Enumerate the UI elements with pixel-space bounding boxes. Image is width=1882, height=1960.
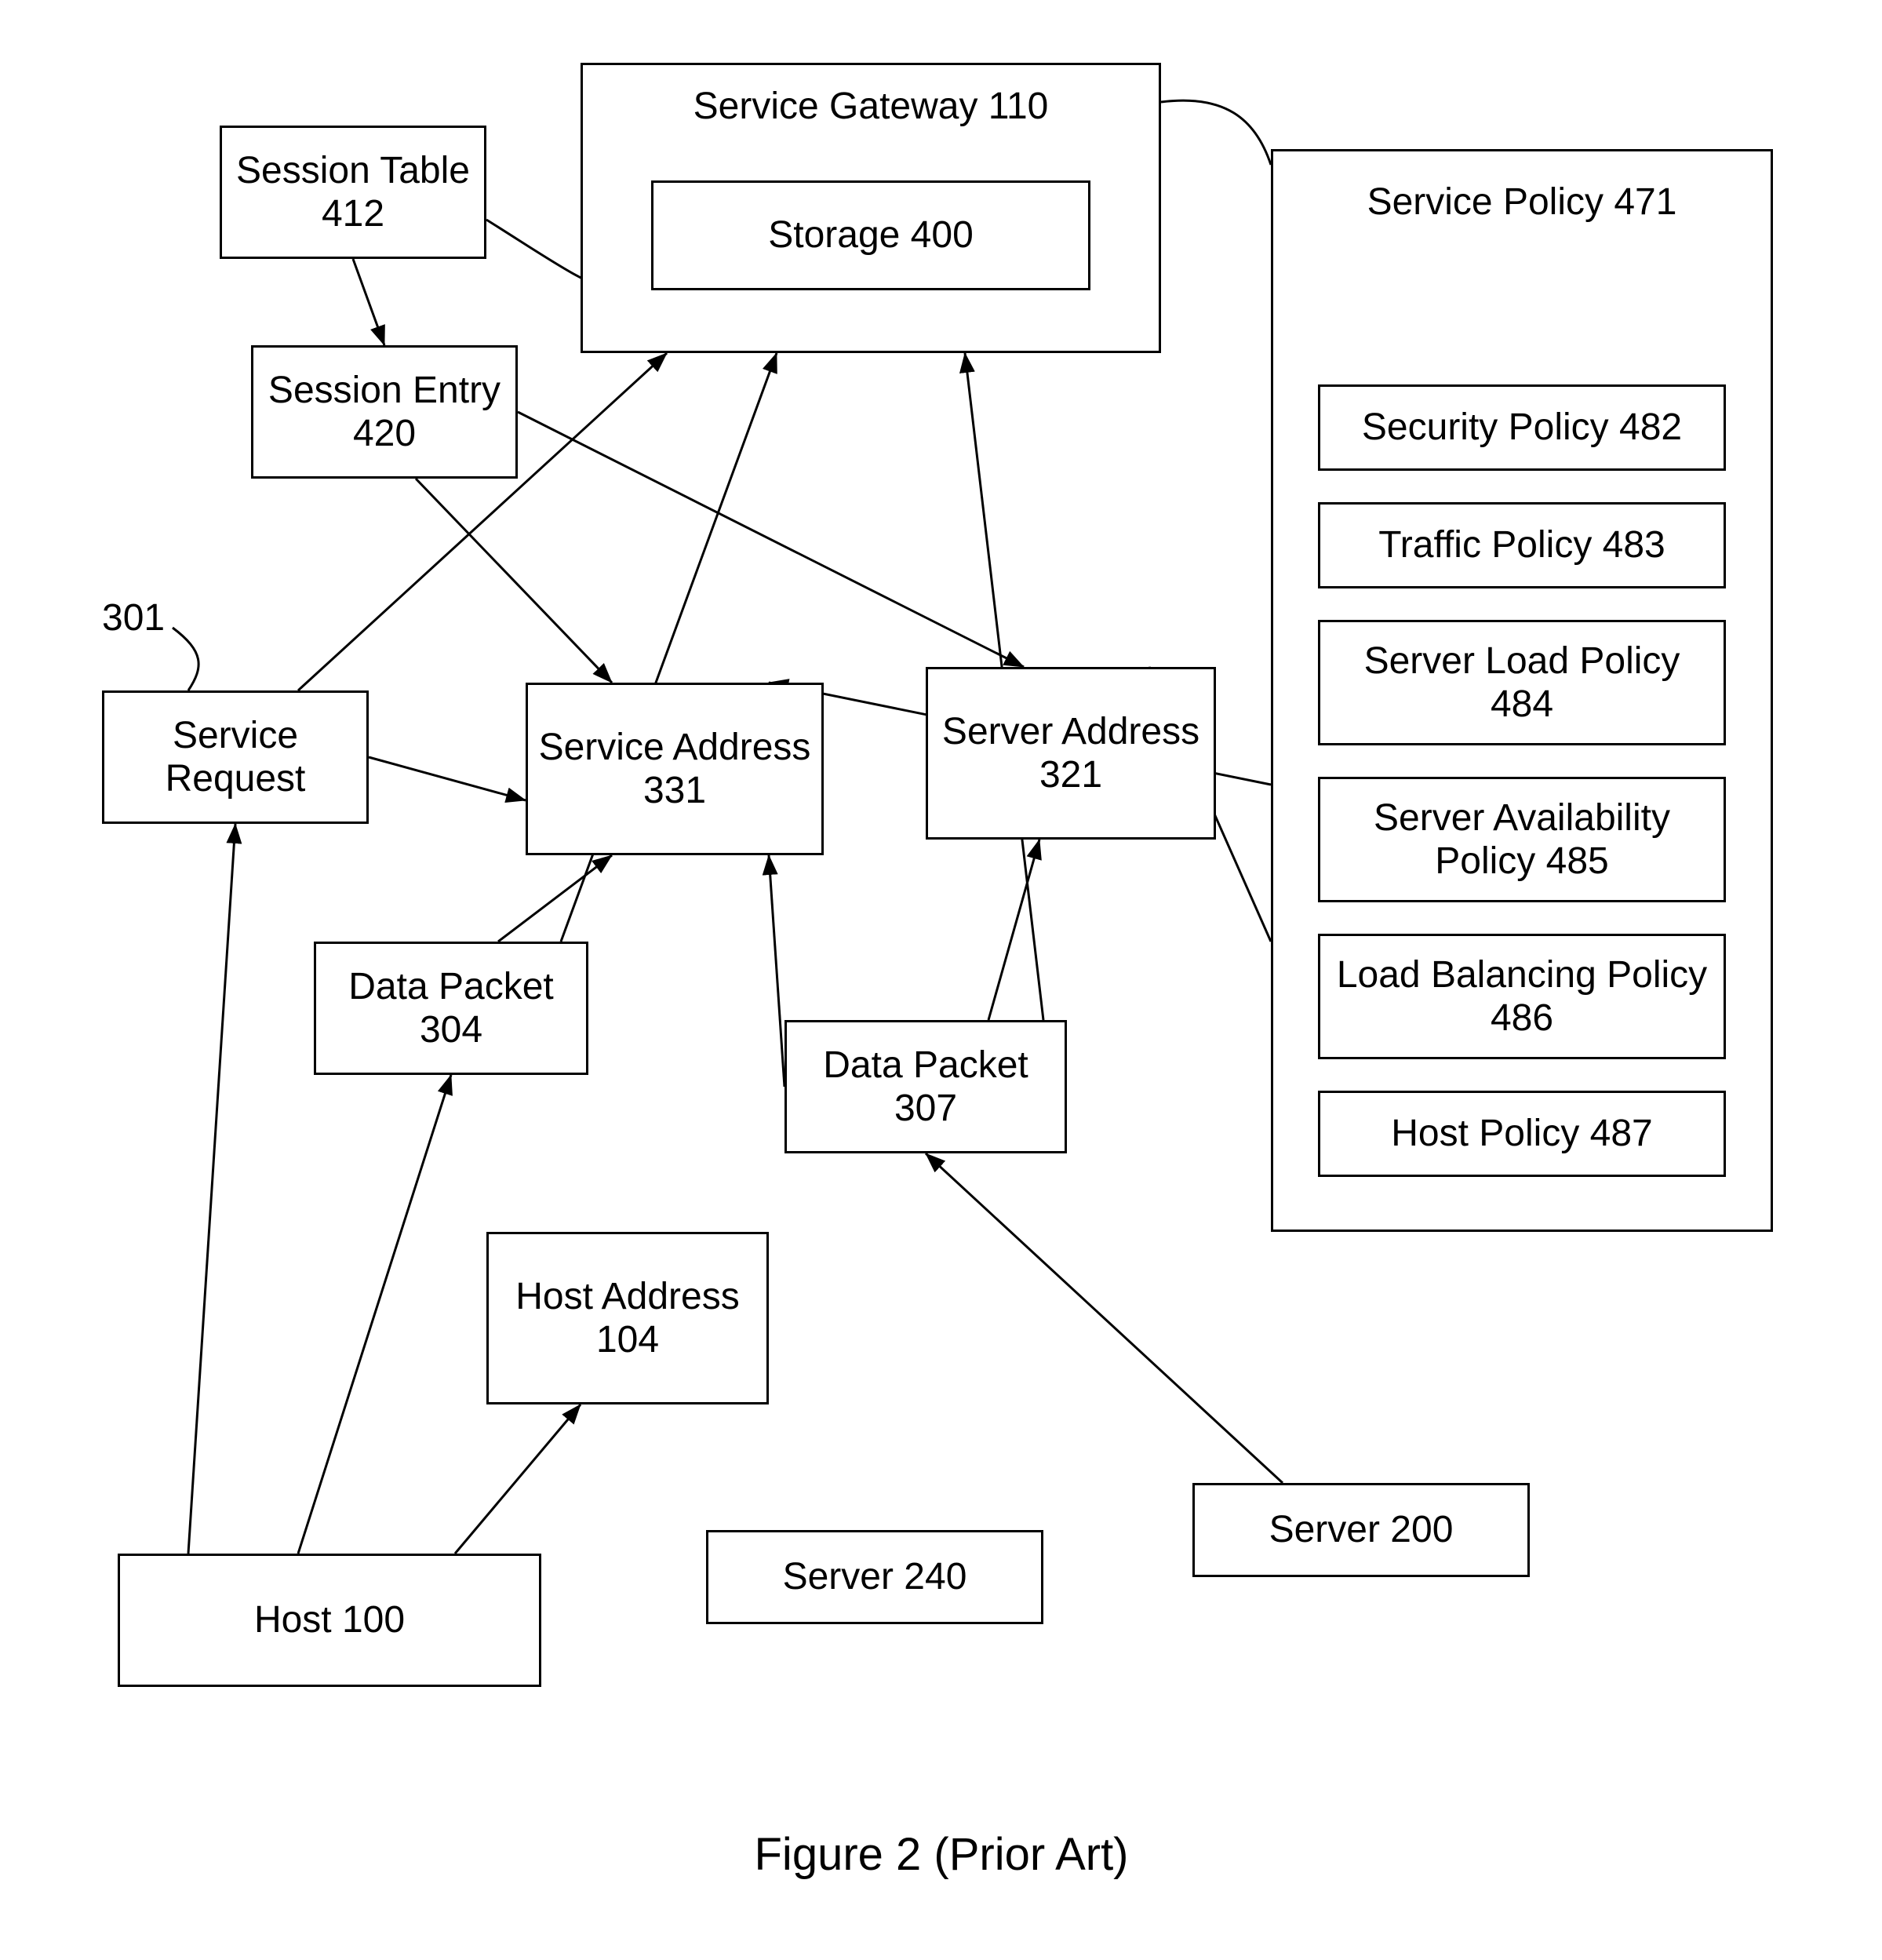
edge-host100-hostAddress (455, 1404, 581, 1554)
dataPacket304: Data Packet 304 (314, 942, 588, 1075)
edge-host100-dataPacket304 (298, 1075, 451, 1554)
figure-caption: Figure 2 (Prior Art) (596, 1828, 1287, 1881)
sessionEntry: Session Entry 420 (251, 345, 518, 479)
sessionTable: Session Table 412 (220, 126, 486, 259)
edge-dataPacket304-serviceAddress (498, 855, 612, 942)
p483: Traffic Policy 483 (1318, 502, 1726, 588)
edge-server200-dataPacket307 (926, 1153, 1283, 1483)
p486: Load Balancing Policy 486 (1318, 934, 1726, 1059)
dataPacket307: Data Packet 307 (784, 1020, 1067, 1153)
storage: Storage 400 (651, 180, 1090, 290)
hostAddress: Host Address 104 (486, 1232, 769, 1404)
serviceAddress: Service Address 331 (526, 683, 824, 855)
edge-sessionEntry-serverAddress (518, 412, 1024, 667)
p484: Server Load Policy 484 (1318, 620, 1726, 745)
lbl301: 301 (102, 596, 165, 639)
edge-dataPacket307-serverAddress (988, 840, 1039, 1020)
edge-dataPacket307-serviceAddress (769, 855, 784, 1087)
diagram-stage: Service Gateway 110 Storage 400 Service Po… (0, 0, 1882, 1960)
edge-gateway-policy (1161, 100, 1271, 165)
p487: Host Policy 487 (1318, 1091, 1726, 1177)
server200: Server 200 (1192, 1483, 1530, 1577)
p485: Server Availability Policy 485 (1318, 777, 1726, 902)
edge-sessionTable-sessionEntry (353, 259, 384, 345)
edge-lbl301-serviceRequest (173, 628, 198, 690)
edge-serviceRequest-serviceAddress (369, 757, 526, 800)
edge-host100-serviceRequest (188, 824, 235, 1554)
policy-label: Service Policy 471 (1271, 180, 1773, 224)
serviceRequest: Service Request (102, 690, 369, 824)
p482: Security Policy 482 (1318, 384, 1726, 471)
gateway-label: Service Gateway 110 (581, 85, 1161, 128)
server240: Server 240 (706, 1530, 1043, 1624)
edge-sessionEntry-serviceAddress (416, 479, 612, 683)
serverAddress: Server Address 321 (926, 667, 1216, 840)
host100: Host 100 (118, 1554, 541, 1687)
